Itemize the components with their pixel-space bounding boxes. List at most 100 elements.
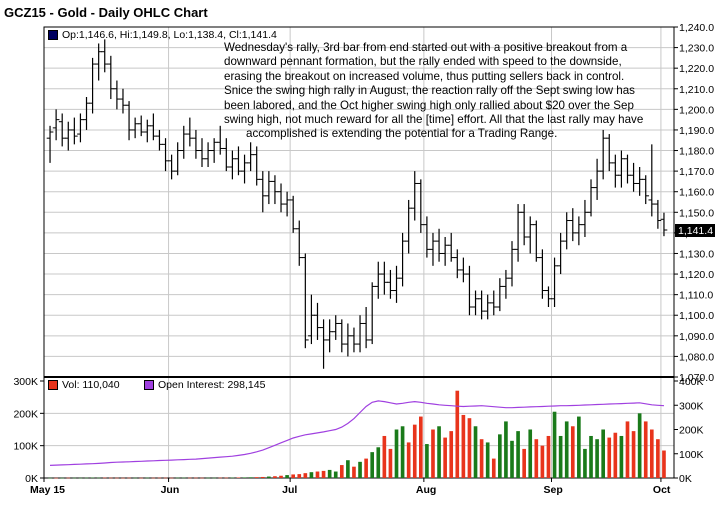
annotation-text: Wednesday's rally, 3rd bar from end star… — [224, 41, 672, 142]
ohlc-bar — [441, 237, 449, 266]
ohlc-bar — [466, 265, 473, 316]
volume-bar — [449, 431, 454, 478]
price-tick-label: 1,100.0 — [679, 310, 714, 322]
ohlc-bar — [429, 232, 437, 266]
ohlc-bar — [648, 144, 656, 217]
ohlc-bar — [46, 125, 54, 163]
volume-bar — [607, 437, 612, 478]
volume-bar — [109, 477, 113, 479]
ohlc-bar — [368, 282, 376, 345]
ohlc-bar — [405, 199, 413, 254]
ohlc-bar — [168, 154, 175, 180]
ohlc-bar — [460, 257, 467, 283]
ohlc-bar — [150, 113, 157, 141]
ohlc-bar — [393, 265, 400, 303]
volume-bar — [443, 437, 447, 478]
ohlc-bar — [77, 113, 84, 143]
ohlc-bar — [289, 195, 297, 233]
volume-bar — [364, 458, 368, 478]
ohlc-bar — [301, 253, 309, 349]
volume-bar — [96, 477, 101, 479]
volume-bar — [90, 477, 95, 479]
ohlc-bar — [265, 171, 273, 205]
ohlc-bar — [545, 286, 552, 307]
annotation-line: accomplished is extending the potential … — [246, 127, 558, 141]
ohlc-bar — [222, 138, 230, 172]
annotation-line: Wednesday's rally, 3rd bar from end star… — [224, 41, 628, 54]
ohlc-bar — [624, 154, 631, 184]
ohlc-bar — [350, 327, 358, 353]
date-axis: May 15 Jun Jul Aug Sep Oct — [30, 478, 671, 496]
ohlc-bar — [417, 179, 425, 233]
ohlc-bar — [101, 39, 109, 73]
volume-bar — [102, 477, 107, 479]
volume-bar — [467, 418, 472, 478]
volume-bar — [662, 450, 666, 478]
volume-bar — [127, 477, 131, 479]
ohlc-bar — [143, 119, 151, 143]
volume-bar — [431, 429, 435, 478]
ohlc-bar — [532, 220, 540, 262]
volume-axis-right: 400K 300K 200K 100K 0K — [674, 376, 704, 485]
volume-bars — [48, 390, 666, 479]
volume-bar — [540, 445, 545, 478]
oi-tick-label: 100K — [679, 449, 704, 461]
ohlc-bar — [229, 150, 236, 180]
ohlc-bar — [174, 142, 182, 176]
ohlc-bar — [618, 150, 625, 188]
volume-bar — [188, 477, 192, 479]
chart-title: GCZ15 - Gold - Daily OHLC Chart — [4, 5, 208, 20]
ohlc-bar — [399, 232, 406, 287]
volume-bar — [522, 448, 526, 478]
price-tick-label: 1,170.0 — [679, 166, 714, 178]
price-tick-label: 1,110.0 — [679, 290, 713, 302]
volume-bar — [473, 426, 478, 478]
ohlc-bar — [198, 138, 206, 167]
volume-bar — [346, 460, 350, 478]
ohlc-bar — [563, 212, 571, 250]
volume-bar — [315, 471, 320, 478]
ohlc-bar — [277, 183, 285, 213]
oi-tick-label: 200K — [679, 425, 704, 437]
volume-bar — [115, 477, 119, 479]
ohlc-bar — [125, 101, 133, 141]
ohlc-bar — [654, 199, 662, 229]
volume-bar — [236, 477, 241, 479]
ohlc-bar — [295, 220, 303, 266]
volume-bar — [358, 461, 362, 478]
ohlc-legend-text: Op:1,146.6, Hi:1,149.8, Lo:1,138.4, Cl:1… — [62, 29, 277, 41]
volume-bar — [352, 466, 356, 478]
volume-bar — [254, 477, 259, 478]
volume-bar — [212, 477, 216, 479]
volume-bar — [510, 440, 514, 478]
ohlc-bar — [71, 117, 78, 145]
ohlc-bar — [344, 323, 352, 357]
price-tick-label: 1,070.0 — [679, 372, 714, 384]
volume-bar — [200, 477, 204, 479]
ohlc-bar — [247, 142, 254, 172]
date-tick-label: Jun — [161, 484, 180, 496]
ohlc-bar — [314, 302, 321, 340]
volume-bar — [72, 477, 77, 479]
ohlc-bar — [581, 199, 589, 237]
volume-bar — [406, 442, 411, 478]
ohlc-bar — [162, 138, 169, 172]
ohlc-bar — [587, 179, 595, 217]
volume-bar — [206, 477, 210, 479]
ohlc-bar — [423, 216, 431, 258]
volume-bar — [376, 447, 381, 478]
ohlc-bar — [52, 109, 60, 141]
date-tick-label: Oct — [653, 484, 671, 496]
volume-bar — [643, 421, 648, 478]
ohlc-bar — [271, 175, 279, 205]
ohlc-bar — [95, 43, 103, 81]
volume-bar — [54, 477, 58, 479]
volume-bar — [558, 435, 563, 478]
date-tick-label: Sep — [544, 484, 563, 496]
volume-bar — [230, 477, 235, 479]
volume-bar — [151, 477, 156, 479]
volume-bar — [194, 477, 198, 479]
ohlc-bar — [551, 257, 558, 307]
ohlc-bar — [520, 204, 528, 246]
price-tick-label: 1,230.0 — [679, 43, 714, 55]
